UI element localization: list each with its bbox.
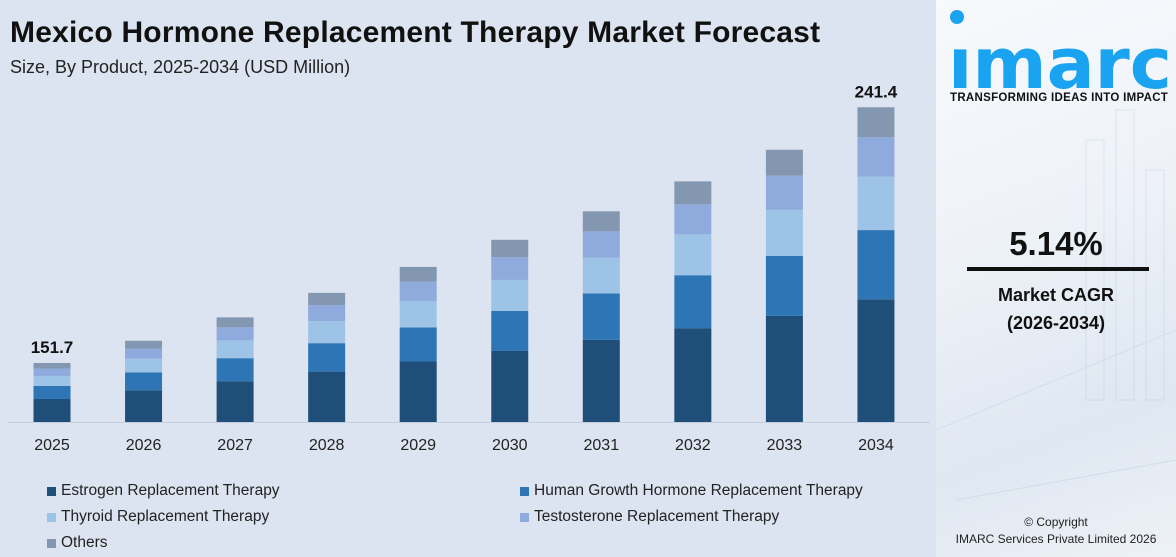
- bar-segment-2033-4: [765, 149, 803, 176]
- x-tick-2026: 2026: [126, 437, 162, 454]
- legend-swatch: [47, 538, 56, 548]
- legend-swatch: [47, 486, 56, 496]
- bar-segment-2027-4: [216, 317, 254, 328]
- bar-segment-2033-2: [765, 209, 803, 257]
- bar-segment-2032-4: [674, 181, 712, 205]
- bar-segment-2031-2: [582, 257, 620, 294]
- bar-segment-2031-3: [582, 231, 620, 258]
- bar-segment-2025-3: [33, 368, 71, 376]
- bar-segment-2029-1: [399, 327, 437, 362]
- bar-segment-2028-2: [308, 321, 346, 344]
- bar-segment-2026-3: [125, 348, 163, 359]
- bar-segment-2031-0: [582, 339, 620, 422]
- legend-item-2: Thyroid Replacement Therapy: [47, 508, 269, 526]
- legend-item-4: Others: [47, 534, 108, 552]
- bar-segment-2028-3: [308, 305, 346, 322]
- bar-segment-2029-4: [399, 266, 437, 282]
- cagr-label: Market CAGR: [997, 285, 1115, 305]
- data-label-2034: 241.4: [855, 82, 898, 101]
- legend-item-0: Estrogen Replacement Therapy: [47, 482, 280, 500]
- bar-segment-2030-0: [491, 350, 529, 422]
- legend-swatch: [47, 512, 56, 522]
- bar-segment-2025-0: [33, 398, 71, 422]
- svg-text:ımarc: ımarc: [948, 23, 1172, 92]
- x-tick-2025: 2025: [34, 437, 70, 454]
- copyright-line-1: © Copyright: [1024, 515, 1088, 529]
- bar-segment-2030-2: [491, 279, 529, 311]
- bar-segment-2034-2: [857, 176, 895, 231]
- bar-segment-2026-2: [125, 358, 163, 373]
- legend-item-3: Testosterone Replacement Therapy: [520, 508, 779, 526]
- x-tick-2031: 2031: [584, 437, 620, 454]
- bar-segment-2028-1: [308, 343, 346, 372]
- bar-segment-2027-3: [216, 327, 254, 341]
- bar-segment-2028-0: [308, 371, 346, 422]
- bar-segment-2031-4: [582, 211, 620, 232]
- bar-segment-2034-4: [857, 107, 895, 138]
- bar-segment-2034-0: [857, 299, 895, 422]
- bar-segment-2025-1: [33, 385, 71, 399]
- legend-label: Testosterone Replacement Therapy: [534, 508, 780, 525]
- x-tick-2030: 2030: [492, 437, 528, 454]
- legend-label: Human Growth Hormone Replacement Therapy: [534, 482, 863, 499]
- bar-segment-2031-1: [582, 293, 620, 340]
- bar-segment-2033-0: [765, 315, 803, 422]
- x-tick-2034: 2034: [858, 437, 894, 454]
- bar-segment-2034-1: [857, 230, 895, 300]
- x-tick-2027: 2027: [217, 437, 253, 454]
- cagr-divider: [967, 267, 1149, 271]
- bar-segment-2033-1: [765, 256, 803, 316]
- legend-label: Estrogen Replacement Therapy: [61, 482, 280, 499]
- stacked-bar-chart: 2025 151.7 2026 2027 2028 2029 2030 2031 2032 203…: [8, 82, 930, 454]
- bar-segment-2028-4: [308, 292, 346, 306]
- bar-segment-2025-2: [33, 375, 71, 386]
- chart-subtitle: Size, By Product, 2025-2034 (USD Million…: [10, 57, 351, 77]
- bar-segment-2032-0: [674, 328, 712, 422]
- bar-segment-2026-0: [125, 390, 163, 422]
- brand-tagline: TRANSFORMING IDEAS INTO IMPACT: [950, 92, 1169, 104]
- cagr-period: (2026-2034): [1006, 313, 1106, 333]
- imarc-logo: ımarc: [948, 10, 1172, 92]
- bar-segment-2027-0: [216, 381, 254, 422]
- bar-segment-2025-4: [33, 362, 71, 369]
- bar-segment-2032-2: [674, 234, 712, 276]
- x-tick-2033: 2033: [767, 437, 803, 454]
- bar-segment-2030-3: [491, 257, 529, 280]
- legend-swatch: [520, 486, 529, 496]
- chart-panel: Mexico Hormone Replacement Therapy Marke…: [8, 16, 930, 552]
- chart-title: Mexico Hormone Replacement Therapy Marke…: [10, 16, 821, 49]
- bar-segment-2027-1: [216, 358, 254, 382]
- cagr-value: 5.14%: [1009, 225, 1103, 262]
- bar-segment-2029-2: [399, 301, 437, 328]
- bar-segment-2026-4: [125, 340, 163, 349]
- x-tick-2032: 2032: [675, 437, 711, 454]
- bar-segment-2030-4: [491, 239, 529, 258]
- bar-segment-2029-3: [399, 281, 437, 302]
- bar-segment-2027-2: [216, 340, 254, 359]
- legend-item-1: Human Growth Hormone Replacement Therapy: [520, 482, 863, 500]
- legend-swatch: [520, 512, 529, 522]
- brand-panel: ımarc TRANSFORMING IDEAS INTO IMPACT 5.1…: [936, 0, 1176, 557]
- x-tick-2028: 2028: [309, 437, 345, 454]
- data-label-2025: 151.7: [31, 338, 74, 357]
- copyright-line-2: IMARC Services Private Limited 2026: [955, 532, 1157, 546]
- bar-segment-2034-3: [857, 137, 895, 177]
- bar-segment-2033-3: [765, 175, 803, 210]
- bar-segment-2029-0: [399, 361, 437, 422]
- x-tick-2029: 2029: [400, 437, 436, 454]
- legend-label: Thyroid Replacement Therapy: [61, 508, 270, 525]
- bar-segment-2032-3: [674, 204, 712, 235]
- bar-segment-2026-1: [125, 372, 163, 391]
- bar-segment-2030-1: [491, 310, 529, 351]
- legend-label: Others: [61, 534, 108, 551]
- bar-segment-2032-1: [674, 275, 712, 329]
